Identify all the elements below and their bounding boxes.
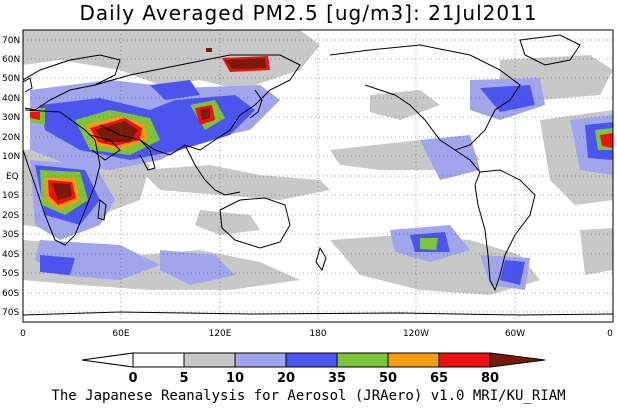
- map-title: Daily Averaged PM2.5 [ug/m3]: 21Jul2011: [79, 1, 538, 25]
- coastlines: [23, 34, 613, 316]
- north-america-coast: [329, 44, 521, 151]
- lon-label: 180: [309, 329, 326, 339]
- colorbar-label: 0: [128, 371, 137, 386]
- colorbar-segment-0-5: [132, 352, 185, 368]
- colorbar-segment-35-50: [336, 352, 389, 368]
- colorbar-segment-50-65: [387, 352, 440, 368]
- colorbar-label: 5: [179, 371, 188, 386]
- colorbar-label: 10: [226, 371, 244, 386]
- greenland-coast: [519, 34, 581, 66]
- colorbar-segment-below-0: [81, 352, 134, 368]
- colorbar-label: 80: [481, 371, 499, 386]
- new-zealand-coast: [315, 246, 327, 272]
- india-coast: [139, 139, 156, 171]
- lat-label: EQ: [6, 172, 19, 182]
- lat-label: 70N: [2, 36, 20, 46]
- madagascar-coast: [97, 199, 107, 221]
- data-source-credit: The Japanese Reanalysis for Aerosol (JRA…: [51, 388, 566, 404]
- colorbar-segment-20-35: [285, 352, 338, 368]
- latitude-labels: 70N 60N 50N 40N 30N 20N 10N EQ 10S 20S 3…: [2, 36, 20, 318]
- graticule: [23, 30, 613, 322]
- lon-label: 120W: [403, 329, 429, 339]
- colorbar-label: 65: [430, 371, 448, 386]
- colorbar-segment-above-80: [489, 352, 546, 368]
- colorbar-label: 35: [328, 371, 346, 386]
- lon-label: 60W: [505, 329, 525, 339]
- colorbar: 0 5 10 20 35 50 65 80: [81, 352, 546, 386]
- asia-coast: [94, 54, 301, 156]
- colorbar-segment-65-80: [438, 352, 491, 368]
- lat-label: 10S: [2, 191, 19, 201]
- lat-label: 40S: [2, 250, 19, 260]
- lat-label: 60S: [2, 289, 19, 299]
- japan-coast: [249, 89, 263, 119]
- lat-label: 20S: [2, 211, 19, 221]
- colorbar-label: 20: [277, 371, 295, 386]
- australia-coast: [219, 197, 291, 249]
- lat-label: 50N: [2, 74, 20, 84]
- colorbar-segment-10-20: [234, 352, 287, 368]
- south-america-coast: [474, 169, 536, 292]
- lon-label: 0: [20, 329, 26, 339]
- central-america-coast: [454, 149, 481, 173]
- lat-label: 40N: [2, 94, 20, 104]
- lon-label: 60E: [112, 329, 129, 339]
- europe-coast: [23, 54, 121, 111]
- antarctic-coast: [23, 311, 613, 316]
- africa-coast: [23, 109, 101, 246]
- lat-label: 10N: [2, 152, 20, 162]
- longitude-labels: 0 60E 120E 180 120W 60W 0: [20, 329, 613, 339]
- lat-label: 30S: [2, 230, 19, 240]
- map-frame: [22, 29, 614, 323]
- lon-label: 120E: [209, 329, 232, 339]
- uk-coast: [23, 77, 33, 93]
- lat-label: 70S: [2, 308, 19, 318]
- colorbar-segment-5-10: [183, 352, 236, 368]
- arabia-coast: [89, 134, 121, 161]
- lon-label: 0: [607, 329, 613, 339]
- lat-label: 20N: [2, 133, 20, 143]
- map-area: [23, 30, 613, 322]
- lat-label: 50S: [2, 269, 19, 279]
- southeast-asia-coast: [184, 144, 241, 196]
- lat-label: 60N: [2, 55, 20, 65]
- lat-label: 30N: [2, 113, 20, 123]
- colorbar-label: 50: [379, 371, 397, 386]
